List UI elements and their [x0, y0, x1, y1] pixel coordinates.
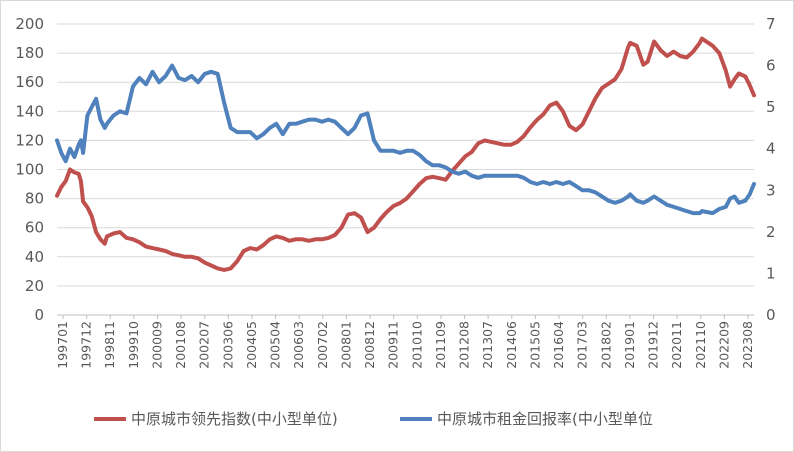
right-tick-label: 2: [766, 223, 776, 241]
x-tick-label: 201802: [598, 321, 613, 369]
x-tick-label: 201307: [480, 321, 495, 369]
legend-label-series-1: 中原城市领先指数(中小型单位): [131, 410, 338, 428]
right-tick-label: 0: [766, 306, 776, 324]
right-tick-label: 1: [766, 264, 776, 282]
x-tick-label: 200207: [197, 321, 212, 369]
right-axis-ticks: 0 1 2 3 4 5 6 7: [766, 15, 776, 324]
left-tick-label: 0: [34, 306, 44, 324]
x-tick-label: 200801: [338, 321, 353, 369]
x-tick-label: 200911: [386, 321, 401, 369]
right-tick-label: 5: [766, 98, 776, 116]
x-tick-label: 202110: [693, 321, 708, 369]
x-tick-label: 202209: [716, 321, 731, 369]
left-axis-ticks: 0 20 40 60 80 100 120 140 160 180 200: [15, 15, 44, 324]
left-tick-label: 200: [15, 15, 44, 33]
x-tick-label: 201912: [646, 321, 661, 369]
x-tick-label: 200009: [149, 321, 164, 369]
x-tick-label: 200405: [244, 321, 259, 369]
left-tick-label: 120: [15, 131, 44, 149]
x-tick-label: 199701: [55, 321, 70, 369]
series-line-2: [55, 63, 756, 216]
x-tick-label: 201010: [409, 321, 424, 369]
x-tick-label: 200504: [268, 321, 283, 369]
legend: 中原城市领先指数(中小型单位) 中原城市租金回报率(中小型单位: [94, 410, 653, 428]
left-tick-label: 180: [15, 44, 44, 62]
left-tick-label: 100: [15, 161, 44, 179]
x-tick-label: 200108: [173, 321, 188, 369]
left-tick-label: 80: [25, 190, 44, 208]
left-tick-label: 140: [15, 102, 44, 120]
left-tick-label: 160: [15, 73, 44, 91]
left-tick-label: 40: [25, 248, 44, 266]
x-tick-label: 201406: [504, 321, 519, 369]
left-tick-label: 60: [25, 219, 44, 237]
x-tick-label: 202308: [740, 321, 755, 369]
x-axis-ticks: 199701 199712 199811 199910 200009 200108 2002…: [55, 315, 755, 369]
x-tick-label: 200702: [315, 321, 330, 369]
right-tick-label: 6: [766, 57, 776, 75]
x-tick-label: 200603: [291, 321, 306, 369]
right-tick-label: 3: [766, 181, 776, 199]
right-tick-label: 7: [766, 15, 776, 33]
left-tick-label: 20: [25, 277, 44, 295]
x-tick-label: 199910: [126, 321, 141, 369]
x-tick-label: 201604: [551, 321, 566, 369]
x-tick-label: 199712: [79, 321, 94, 369]
x-tick-label: 202011: [669, 321, 684, 369]
series-line-1: [55, 36, 756, 272]
right-tick-label: 4: [766, 140, 776, 158]
legend-label-series-2: 中原城市租金回报率(中小型单位: [437, 410, 653, 428]
x-tick-label: 201208: [457, 321, 472, 369]
x-tick-label: 201901: [622, 321, 637, 369]
series-lines: [55, 36, 756, 272]
x-tick-label: 201505: [527, 321, 542, 369]
x-tick-label: 201109: [433, 321, 448, 369]
x-tick-label: 200306: [220, 321, 235, 369]
x-tick-label: 199811: [102, 321, 117, 369]
gridlines: [57, 23, 754, 287]
x-tick-label: 200812: [362, 321, 377, 369]
x-tick-label: 201703: [575, 321, 590, 369]
